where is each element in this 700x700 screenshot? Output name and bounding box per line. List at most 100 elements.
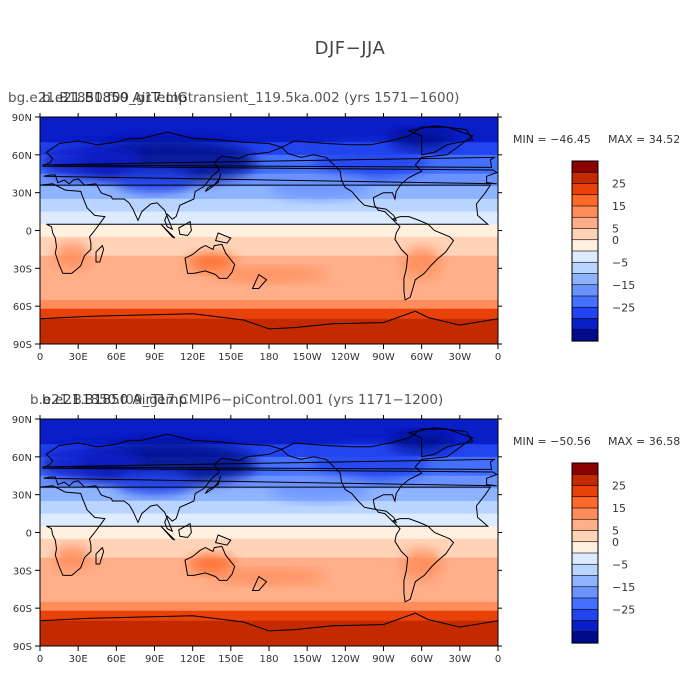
panel-1-xtick-label: 60W [410,352,433,363]
panel-1-band [40,299,498,310]
panel-1-colorbar-label: 15 [612,200,626,213]
panel-1-colorbar-swatch [571,239,599,252]
panel-1-coastline [214,232,232,244]
panel-2-xtick-label: 120W [331,654,360,665]
panel-1-coastline [391,216,455,301]
panel-1-xtick-label: 90E [145,352,164,363]
panel-1-ytick-label: 0 [26,227,32,238]
panel-1-band [40,287,498,301]
panel-1-band [40,211,498,225]
panel-2-ytick-label: 60N [12,453,32,464]
panel-2-colorbar-label: −15 [612,581,635,594]
panel-1-xtick-label: 30E [69,352,88,363]
panel-2-xtick-label: 0 [37,654,43,665]
panel-2-ytick-label: 90S [13,642,32,653]
panel-1-xtick-label: 60E [107,352,126,363]
panel-1-colorbar-frame [571,160,599,342]
panel-2-coastline [40,485,492,576]
panel-2-colorbar-swatch [571,507,599,520]
panel-2-colorbar-swatch [571,597,599,610]
panel-2-coastline [407,427,474,458]
panel-1-anomaly [116,167,193,193]
panel-1-xtick-label: 30W [449,352,472,363]
panel-2-band [40,620,498,646]
panel-1-colorbar-swatch [571,284,599,297]
panel-2-anomaly [313,445,429,481]
panel-1-coastline [42,131,498,231]
panel-1-band [40,236,498,257]
panel-1-coastline [184,243,236,279]
panel-1-ytick-label: 30N [12,189,32,200]
panel-2-coastline [251,575,268,591]
panel-2-colorbar-swatch [571,462,599,475]
panel-2-anomaly [53,545,90,571]
panel-1-band [40,318,498,344]
panel-1-xtick-label: 120W [331,352,360,363]
panel-1-xtick-label: 150W [293,352,322,363]
panel-2-coastline [391,518,455,603]
panel-1-colorbar-swatch [571,194,599,207]
panel-1-xtick-label: 150E [218,352,243,363]
panel-2-xtick-label: 120E [180,654,205,665]
panel-2-title-overlap: b.e21.B1850 AirTemp [42,392,188,408]
panel-1-colorbar-swatch [571,171,599,185]
panel-1-colorbar-label: −15 [612,279,635,292]
panel-2-anomaly [211,569,327,585]
panel-2-colorbar-label: −5 [612,558,628,571]
panel-2-band [40,610,498,622]
panel-2-ytick-label: 90N [12,415,32,426]
panel-1-colorbar-swatch [571,295,599,308]
panel-1-colorbar-swatch [571,329,599,342]
panel-1-band [40,186,498,200]
panel-2-colorbar-swatch [571,563,599,577]
panel-2-colorbar-label: 25 [612,480,626,493]
panel-2-xtick-label: 0 [495,654,501,665]
panel-1-coastline [251,273,268,289]
panel-2-coastline [184,545,236,581]
panel-1-ytick-label: 90S [13,340,32,351]
panel-1-band [40,224,498,238]
panel-2-ytick-label: 30S [13,566,32,577]
panel-1-ytick-label: 60S [13,302,32,313]
panel-2-colorbar-label: −25 [612,603,635,616]
panel-2-coastline [214,534,232,546]
panel-1-colorbar-label: −25 [612,301,635,314]
figure-title: DJF−JJA [314,38,386,59]
panel-2-colorbar-label: 15 [612,502,626,515]
panel-1-ytick-label: 30S [13,264,32,275]
panel-1-colorbar-label: 5 [612,223,619,236]
panel-2-colorbar-swatch [571,575,599,588]
panel-1-anomaly [40,143,142,179]
panel-2-coastline [160,525,176,541]
panel-1-ytick-label: 60N [12,151,32,162]
panel-1-band [40,308,498,320]
panel-1-xtick-label: 90W [372,352,395,363]
panel-2-colorbar-swatch [571,496,599,509]
panel-1-colorbar-swatch [571,273,599,286]
panel-2-band [40,500,498,515]
panel-2-xtick-label: 30W [449,654,472,665]
panel-2-colorbar-swatch [571,530,599,543]
panel-2-colorbar-swatch [571,473,599,487]
panel-2-colorbar-swatch [571,586,599,599]
panel-1-colorbar-swatch [571,160,599,173]
panel-2-colorbar-swatch [571,552,599,565]
panel-2-colorbar-label: 0 [612,536,619,549]
panel-1-colorbar-swatch [571,205,599,218]
panel-2-map [40,419,498,646]
panel-1-colorbar-swatch [571,183,599,196]
panel-1-min-label: MIN = −46.45 [513,133,591,146]
panel-2-colorbar-swatch [571,518,599,532]
panel-1-xtick-label: 0 [495,352,501,363]
panel-2-colorbar-swatch [571,620,599,633]
panel-1-colorbar-swatch [571,306,599,320]
panel-2-xtick-label: 150W [293,654,322,665]
panel-1-colorbar-swatch [571,250,599,263]
panel-2-title-text: b.e21.B1850.f09_g17.CMIP6−piControl.001 … [30,392,444,408]
panel-1-colorbar-swatch [571,261,599,275]
panel-2-xtick-label: 30E [69,654,88,665]
panel-2-max-label: MAX = 36.58 [608,435,681,448]
panel-1-ytick-label: 90N [12,113,32,124]
